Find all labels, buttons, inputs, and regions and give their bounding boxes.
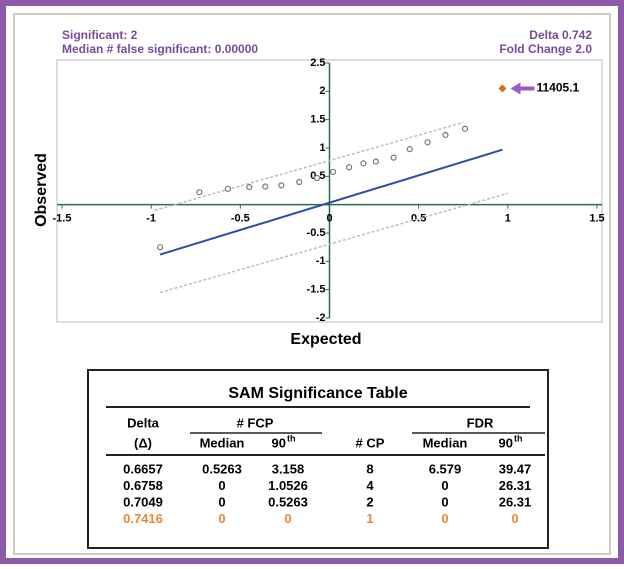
point bbox=[442, 131, 449, 139]
table-cell: 26.31 bbox=[499, 478, 532, 493]
point bbox=[296, 178, 303, 186]
point bbox=[390, 154, 397, 161]
point bbox=[313, 174, 321, 182]
table-cell: 4 bbox=[366, 478, 374, 493]
table-cell: 0 bbox=[218, 494, 225, 509]
table-box bbox=[87, 369, 549, 549]
inner-frame bbox=[13, 13, 611, 555]
header-sup: th bbox=[287, 433, 296, 443]
header: # CP bbox=[356, 435, 385, 450]
y-axis-label: Observed bbox=[33, 153, 50, 227]
annotation: Significant: 2 bbox=[62, 28, 138, 42]
plot-frame bbox=[56, 59, 603, 323]
y-tick-label: 1 bbox=[319, 142, 325, 154]
header: 90 bbox=[272, 435, 286, 450]
annotation: Fold Change 2.0 bbox=[499, 42, 592, 56]
point bbox=[246, 184, 253, 191]
arrow bbox=[510, 82, 535, 95]
y-tick-label: -2 bbox=[316, 312, 326, 324]
table-cell: 0 bbox=[441, 511, 448, 526]
x-tick-label: 0 bbox=[326, 213, 332, 225]
y-tick-label: 2.5 bbox=[310, 57, 325, 69]
point bbox=[346, 164, 353, 171]
reference-line bbox=[159, 192, 509, 294]
table-title: SAM Significance Table bbox=[228, 385, 407, 402]
point bbox=[278, 182, 285, 189]
table-cell: 39.47 bbox=[499, 461, 532, 476]
header: # FCP bbox=[237, 415, 274, 430]
table-cell: 0 bbox=[441, 494, 448, 509]
point bbox=[406, 146, 413, 153]
table-cell: 0.6758 bbox=[123, 478, 163, 493]
table-cell: 0 bbox=[218, 478, 225, 493]
header-sup: th bbox=[514, 433, 523, 443]
table-cell: 0.6657 bbox=[123, 461, 163, 476]
point bbox=[329, 168, 337, 175]
x-tick-label: 1.5 bbox=[589, 213, 604, 225]
table-cell: 0 bbox=[511, 511, 518, 526]
x-tick-label: -1 bbox=[146, 213, 156, 225]
reference-line bbox=[154, 121, 464, 212]
point bbox=[196, 189, 203, 196]
y-tick-label: 1.5 bbox=[310, 114, 325, 126]
y-tick-label: -1 bbox=[316, 255, 326, 267]
table-cell: 0 bbox=[284, 511, 291, 526]
table-cell: 0.5263 bbox=[202, 461, 242, 476]
x-tick-label: -0.5 bbox=[231, 213, 250, 225]
table-cell: 0 bbox=[218, 511, 225, 526]
point bbox=[224, 185, 231, 192]
reference-line bbox=[159, 148, 503, 256]
point bbox=[372, 158, 379, 165]
y-tick-label: -0.5 bbox=[307, 227, 326, 239]
x-tick-label: 0.5 bbox=[411, 213, 426, 225]
table-cell: 6.579 bbox=[429, 461, 462, 476]
annotation: Median # false significant: 0.00000 bbox=[62, 42, 258, 56]
table-cell: 0 bbox=[441, 478, 448, 493]
header: Median bbox=[423, 435, 468, 450]
table-cell: 1.0526 bbox=[268, 478, 308, 493]
point bbox=[262, 183, 269, 190]
header: FDR bbox=[467, 415, 494, 430]
header: 90 bbox=[499, 435, 513, 450]
y-tick-label: -1.5 bbox=[307, 284, 326, 296]
point bbox=[360, 160, 367, 167]
annotation: Delta 0.742 bbox=[529, 28, 592, 42]
y-tick-label: 2 bbox=[319, 85, 325, 97]
header: Median bbox=[200, 435, 245, 450]
table-cell: 2 bbox=[366, 494, 373, 509]
table-cell: 8 bbox=[366, 461, 373, 476]
header: (Δ) bbox=[134, 435, 152, 450]
table-cell: 26.31 bbox=[499, 494, 532, 509]
point bbox=[424, 139, 431, 146]
table-cell: 0.7416 bbox=[123, 511, 163, 526]
x-tick-label: 1 bbox=[505, 213, 511, 225]
point bbox=[156, 244, 164, 251]
table-cell: 1 bbox=[366, 511, 373, 526]
table-cell: 0.7049 bbox=[123, 494, 163, 509]
significant-point bbox=[498, 84, 507, 93]
x-tick-label: -1.5 bbox=[53, 213, 72, 225]
significant-label: 11405.1 bbox=[536, 81, 579, 95]
table-cell: 0.5263 bbox=[268, 494, 308, 509]
header: Delta bbox=[127, 415, 160, 430]
point bbox=[461, 125, 469, 132]
x-axis-label: Expected bbox=[290, 331, 361, 348]
table-cell: 3.158 bbox=[272, 461, 305, 476]
